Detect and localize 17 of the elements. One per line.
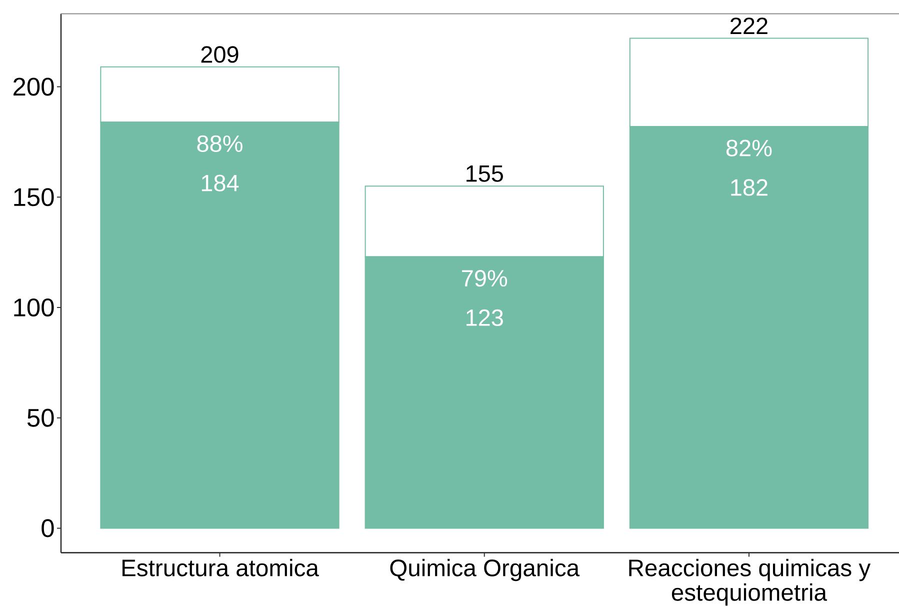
y-tick-label: 200 — [14, 78, 54, 96]
x-tick-label: Reacciones quimicas y estequiometria — [629, 558, 871, 606]
total-label: 222 — [730, 18, 768, 34]
x-tick-label: Estructura atomica — [122, 558, 319, 576]
data-label: 123 — [466, 309, 503, 326]
data-label: 182 — [731, 179, 768, 196]
y-tick-label: 100 — [14, 298, 54, 317]
y-tick-label: 50 — [27, 408, 54, 427]
annotation: 82% — [726, 140, 772, 156]
total-label: 155 — [466, 165, 503, 182]
y-tick-label: 150 — [14, 188, 54, 206]
annotation: 79% — [462, 270, 508, 287]
data-label: 184 — [202, 174, 239, 192]
y-tick-label: 0 — [42, 519, 54, 538]
total-label: 209 — [201, 46, 238, 63]
x-tick-label: Quimica Organica — [390, 558, 580, 582]
annotation: 88% — [197, 135, 242, 152]
